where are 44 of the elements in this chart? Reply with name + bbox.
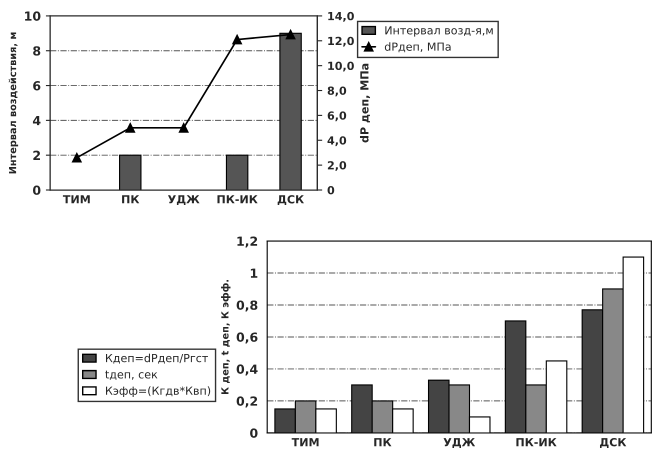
y2-tick-label: 4,0 <box>328 136 346 146</box>
x-tick-label: ПК <box>374 438 392 446</box>
y-tick-label: 2 <box>33 150 40 160</box>
y2-tick-label: 10,0 <box>328 62 354 72</box>
x-tick-label: ПК <box>122 195 140 204</box>
point <box>72 152 82 163</box>
point <box>286 30 296 40</box>
y-tick-label: 0,2 <box>236 396 258 408</box>
y-tick-label: 0,4 <box>236 364 258 376</box>
legend-label: Кдеп=dPдеп/Pгст <box>106 354 208 364</box>
y-axis-title: Интервал воздействия, м <box>8 32 18 174</box>
x-tick-label: УДЖ <box>444 438 476 448</box>
y-tick-label: 4 <box>32 116 40 126</box>
y2-tick-label: 6,0 <box>328 111 346 122</box>
y-axis-title: К деп, t деп, К эфф. <box>221 280 230 394</box>
y2-axis-title: dP деп, МПа <box>360 64 370 143</box>
x-tick-label: ПК-ИК <box>217 195 258 204</box>
x-tick-label: ТИМ <box>62 195 90 204</box>
point <box>125 122 136 133</box>
x-tick-label: УДЖ <box>168 195 200 206</box>
y-tick-label: 6 <box>33 81 40 90</box>
y-tick-label: 0,8 <box>236 300 258 312</box>
y2-tick-label: 0 <box>328 186 334 194</box>
y2-tick-label: 2,0 <box>328 161 346 171</box>
x-tick-label: ПК-ИК <box>516 438 557 446</box>
point <box>232 34 242 44</box>
y-tick-label: 1,2 <box>237 236 258 248</box>
x-tick-label: ТИМ <box>292 438 319 446</box>
y-tick-label: 10 <box>25 11 40 21</box>
x-tick-label: ДСК <box>600 438 626 448</box>
x-tick-label: ДСК <box>278 195 304 206</box>
y-tick-label: 1 <box>250 268 258 278</box>
point <box>178 122 189 133</box>
y2-tick-label: 12,0 <box>328 36 354 47</box>
y2-tick-label: 14,0 <box>328 12 354 22</box>
y-tick-label: 0,6 <box>236 332 258 344</box>
y-tick-label: 0 <box>250 428 258 438</box>
legend-label: tдеп, сек <box>105 370 158 380</box>
legend-label: Интервал возд-я,м <box>385 26 493 37</box>
y-tick-label: 8 <box>33 46 40 56</box>
y2-tick-label: 8,0 <box>328 86 346 96</box>
y-tick-label: 0 <box>32 185 40 195</box>
legend-label: Кэфф=(Кгдв*Квп) <box>106 386 210 398</box>
legend-label: dPдеп, МПа <box>384 42 451 52</box>
